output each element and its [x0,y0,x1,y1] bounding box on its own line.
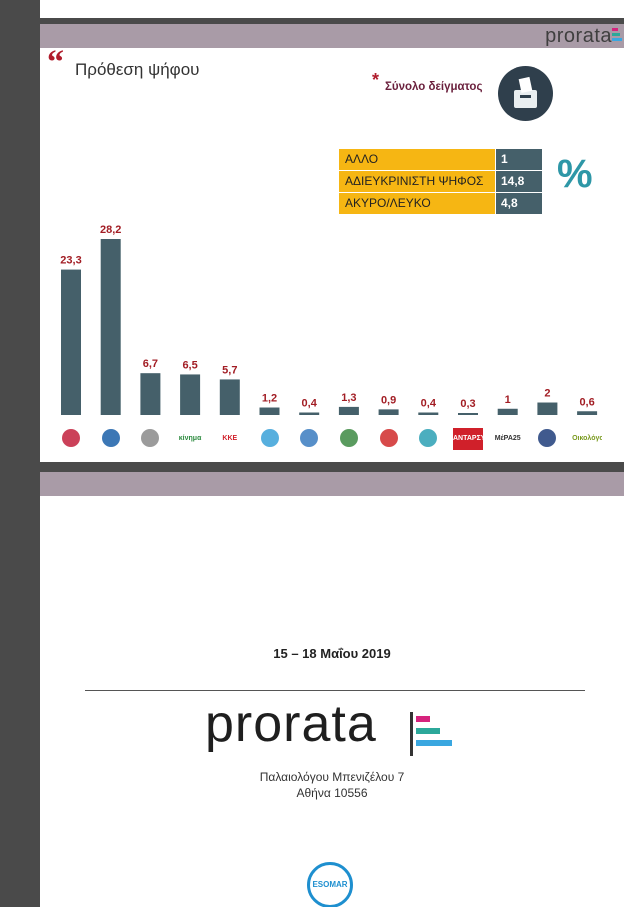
party-logo-row: κίνημα αλλαγής KKE ΑΝΤΑΡΣΥΑ ΜέΡΑ25 Οικολόγοι… [52,424,617,456]
bar-value-label: 6,7 [143,358,158,370]
bar [180,374,201,415]
sample-label: Σύνολο δείγματος [385,81,483,93]
bar-value-label: 23,3 [60,255,81,267]
bar-value-label: 1,3 [341,392,356,404]
previous-slide [40,0,624,18]
prorata-header-logo: prorata [545,25,612,47]
slide-header-band [40,472,624,496]
bar [61,269,81,415]
bar [458,413,478,415]
bar [418,412,439,415]
bar [219,379,240,415]
kke-logo-icon: KKE [222,435,238,442]
mera25-logo-icon: ΜέΡΑ25 [494,435,521,442]
bar [100,239,121,415]
anel-logo-icon [294,428,324,450]
bar-value-label: 0,4 [421,398,437,410]
percent-icon: % [557,152,593,196]
table-row: ΑΔΙΕΥΚΡΙΝΙΣΤΗ ΨΗΦΟΣ 14,8 [339,171,545,193]
bar-value-label: 0,9 [381,394,396,406]
plefsi-logo-icon [413,428,443,450]
oikologoi-prasinoi-logo-icon: Οικολόγοι Πράσινοι [572,435,603,442]
vote-intention-slide: prorata “ Πρόθεση ψήφου * Σύνολο δείγματ… [40,24,624,462]
nd-logo-icon [96,428,126,450]
table-row-label: ΑΛΛΟ [339,149,495,170]
bar-value-label: 6,5 [182,359,197,371]
esomar-label: ESOMAR [312,880,348,889]
antarsya-logo-icon: ΑΝΤΑΡΣΥΑ [453,428,483,450]
bar [378,409,399,415]
ballot-box-icon [498,66,553,121]
prorata-mark-icon [410,712,460,772]
potami-logo-icon [255,428,285,450]
elliniki-lysi-logo-icon [532,428,562,450]
bar-value-label: 0,4 [302,398,318,410]
scrollbar-track[interactable] [624,0,637,907]
table-row: ΑΚΥΡΟ/ΛΕΥΚΟ 4,8 [339,193,545,215]
enosi-kentroon-logo-icon [334,428,364,450]
kinal-logo-icon: κίνημα αλλαγής [178,435,202,442]
table-row-label: ΑΔΙΕΥΚΡΙΝΙΣΤΗ ΨΗΦΟΣ [339,171,495,192]
esomar-member-logo: ESOMAR [307,862,353,907]
table-row: ΑΛΛΟ 1 [339,149,545,171]
quote-icon: “ [47,44,64,81]
chart-title: Πρόθεση ψήφου [75,60,200,79]
prorata-mark-icon [612,28,622,43]
xrysi-avgi-logo-icon [135,428,165,450]
syriza-logo-icon [56,428,86,450]
bar-value-label: 28,2 [100,224,121,236]
bar-value-label: 2 [544,388,550,400]
cover-slide: 15 – 18 Μαΐου 2019 prorata Παλαιολόγου Μ… [40,472,624,907]
bar-value-label: 0,6 [579,396,594,408]
bar-value-label: 1 [505,394,511,406]
bar [497,408,518,415]
bar [140,373,161,415]
table-row-label: ΑΚΥΡΟ/ΛΕΥΚΟ [339,193,495,214]
table-row-value: 1 [496,149,542,170]
table-row-value: 14,8 [496,171,542,192]
address-city: Αθήνα 10556 [296,786,368,800]
prorata-logo: prorata [205,695,377,753]
bar [299,412,320,415]
divider [85,690,585,691]
bar [537,402,558,415]
address-street: Παλαιολόγου Μπενιζέλου 7 [259,770,405,784]
bar [577,411,598,415]
survey-date: 15 – 18 Μαΐου 2019 [273,646,391,661]
table-row-value: 4,8 [496,193,542,214]
slide-header-band: prorata [40,24,624,48]
bar [259,407,280,415]
bar-value-label: 1,2 [262,393,277,405]
bar-value-label: 5,7 [222,364,237,376]
laiki-enotita-logo-icon [374,428,404,450]
bar [338,406,359,415]
asterisk-icon: * [372,70,380,90]
vote-intention-chart: 23,3 28,2 6,7 6,5 5,7 1,2 0,4 1,3 0,9 0,4 0,3 1 2 0,6 [60,224,598,415]
bar-value-label: 0,3 [460,398,475,410]
